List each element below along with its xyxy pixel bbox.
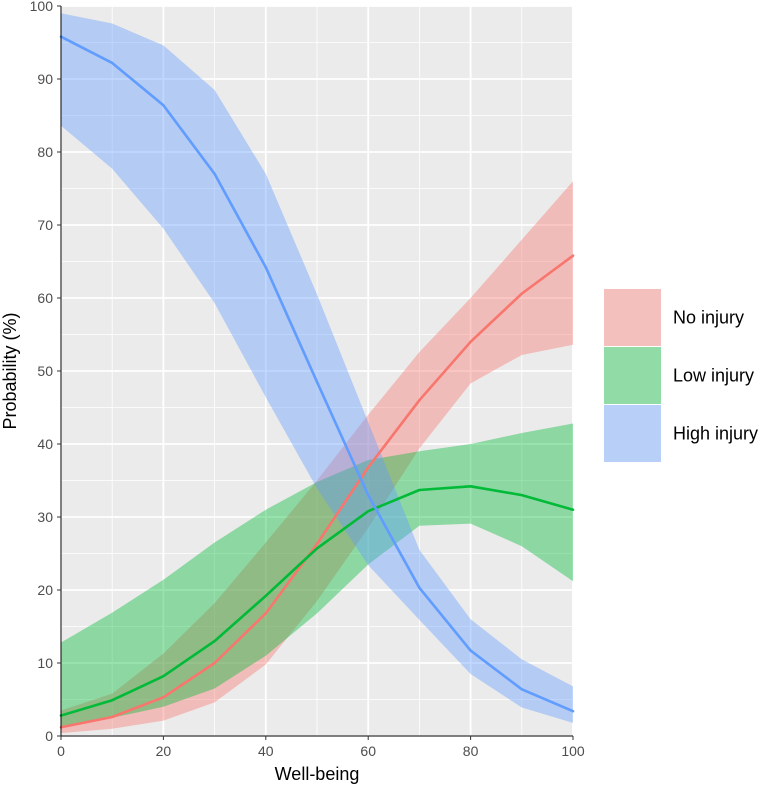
y-axis-title: Probability (%) <box>0 312 20 429</box>
y-tick-label: 100 <box>30 0 54 14</box>
x-tick-label: 0 <box>57 743 65 759</box>
y-tick-label: 30 <box>37 509 53 525</box>
x-tick-label: 60 <box>360 743 376 759</box>
band-high-injury <box>61 13 573 723</box>
legend-label-high-injury: High injury <box>673 424 758 444</box>
band-low-injury <box>61 423 573 728</box>
legend: No injury Low injury High injury <box>604 289 758 462</box>
x-tick-label: 80 <box>463 743 479 759</box>
legend-key-bg-high-injury <box>604 405 661 462</box>
x-axis-title: Well-being <box>275 764 360 784</box>
legend-key-no-injury <box>604 289 661 346</box>
y-tick-label: 20 <box>37 582 53 598</box>
legend-key-bg-no-injury <box>604 289 661 346</box>
y-tick-label: 10 <box>37 655 53 671</box>
line-no-injury <box>59 254 575 729</box>
legend-key-low-injury <box>604 347 661 404</box>
legend-label-low-injury: Low injury <box>673 366 754 386</box>
series-lines <box>59 35 575 729</box>
legend-label-no-injury: No injury <box>673 308 744 328</box>
axes: 0 10 20 30 40 50 60 70 80 90 100 0 20 40 60 80 100 <box>30 0 585 759</box>
y-tick-label: 80 <box>37 144 53 160</box>
legend-key-high-injury <box>604 405 661 462</box>
y-tick-label: 60 <box>37 290 53 306</box>
y-tick-label: 90 <box>37 71 53 87</box>
y-tick-label: 70 <box>37 217 53 233</box>
x-tick-label: 100 <box>561 743 585 759</box>
x-tick-label: 40 <box>258 743 274 759</box>
line-low-injury <box>59 485 575 717</box>
confidence-bands <box>61 13 573 734</box>
legend-key-bg-low-injury <box>604 347 661 404</box>
y-tick-label: 40 <box>37 436 53 452</box>
y-tick-label: 50 <box>37 363 53 379</box>
line-high-injury <box>59 35 575 713</box>
y-tick-label: 0 <box>45 728 53 744</box>
x-tick-label: 20 <box>156 743 172 759</box>
